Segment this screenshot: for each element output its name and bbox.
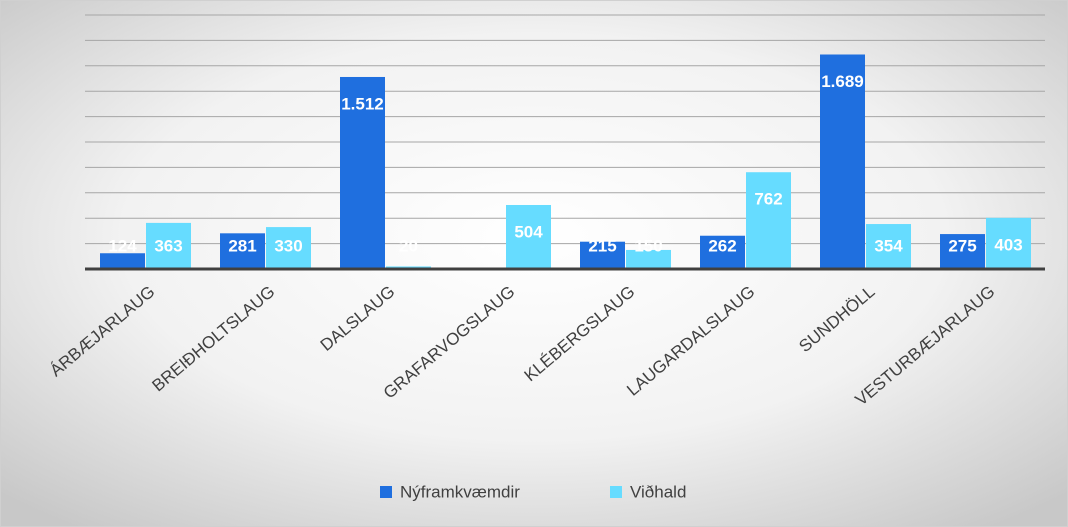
data-label: 762 [754,190,782,209]
legend-swatch [610,486,622,498]
data-label: 330 [274,236,302,255]
data-label: - [480,236,486,255]
data-label: 354 [874,236,903,255]
bar [580,241,625,269]
data-label: 403 [994,235,1022,254]
bar [866,224,911,269]
legend-label: Nýframkvæmdir [400,482,520,501]
data-label: 124 [108,236,137,255]
data-label: 150 [634,236,662,255]
bar [820,54,865,269]
bar [746,172,791,269]
data-label: 504 [514,222,543,241]
bar [146,222,191,269]
data-label: 275 [948,236,976,255]
bar [220,233,265,269]
data-label: 215 [588,236,616,255]
data-label: 363 [154,236,182,255]
legend-swatch [380,486,392,498]
data-label: 262 [708,236,736,255]
bar [100,253,145,269]
legend-label: Viðhald [630,482,686,501]
bar [986,217,1031,269]
bar [940,234,985,269]
bar [340,76,385,269]
data-label: 1.512 [341,94,384,113]
bar [700,235,745,269]
bar [506,204,551,269]
data-label: 1.689 [821,72,864,91]
data-label: 281 [228,236,256,255]
bar [626,249,671,269]
bar [266,227,311,269]
data-label: 20 [399,236,418,255]
